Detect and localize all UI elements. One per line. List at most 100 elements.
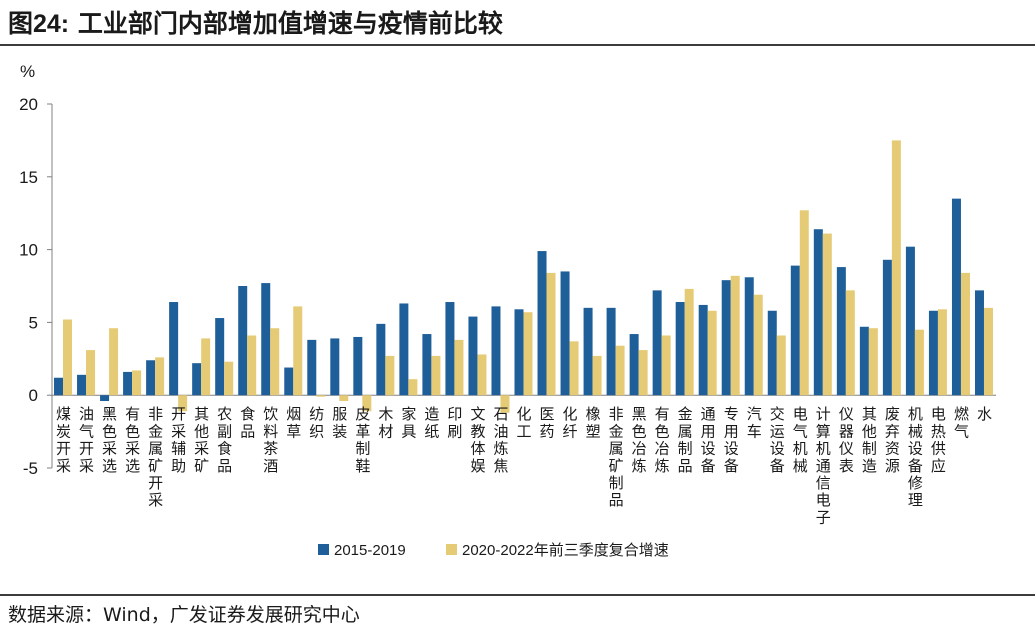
category-label: 通用设备 bbox=[701, 405, 716, 475]
figure-title: 图24: 工业部门内部增加值增速与疫情前比较 bbox=[8, 6, 503, 42]
bar-2020-2022 bbox=[132, 370, 142, 396]
category-label: 农副食品 bbox=[217, 405, 232, 475]
bar-2020-2022 bbox=[937, 309, 947, 396]
category-label: 皮革制鞋 bbox=[355, 405, 370, 475]
category-label: 家具 bbox=[401, 405, 416, 440]
bar-2015-2019 bbox=[123, 371, 133, 396]
category-label: 电热供应 bbox=[931, 405, 946, 475]
bar-2020-2022 bbox=[684, 288, 694, 396]
bar-2020-2022 bbox=[454, 339, 464, 396]
bar-2020-2022 bbox=[822, 233, 832, 396]
category-label: 其他采矿 bbox=[194, 405, 209, 475]
category-label: 计算机通信电子 bbox=[816, 405, 831, 526]
category-label: 化工 bbox=[516, 405, 531, 440]
bar-2015-2019 bbox=[560, 271, 570, 396]
bar-2020-2022 bbox=[799, 210, 809, 396]
category-label: 纺织 bbox=[309, 405, 324, 440]
bar-2015-2019 bbox=[491, 306, 501, 396]
bar-2015-2019 bbox=[261, 283, 271, 396]
category-label: 文教体娱 bbox=[470, 405, 485, 475]
bar-2015-2019 bbox=[330, 338, 340, 396]
bar-2015-2019 bbox=[974, 290, 984, 396]
source-divider bbox=[0, 594, 1035, 596]
category-label: 废弃资源 bbox=[885, 405, 900, 475]
bar-2020-2022 bbox=[730, 275, 740, 396]
bar-2020-2022 bbox=[638, 350, 648, 396]
bar-2020-2022 bbox=[592, 355, 602, 396]
bar-2020-2022 bbox=[707, 310, 717, 396]
bar-2015-2019 bbox=[77, 374, 87, 396]
bar-2015-2019 bbox=[54, 377, 64, 396]
y-tick-label: 20 bbox=[19, 95, 38, 114]
bar-2015-2019 bbox=[652, 290, 662, 396]
category-label: 非金属矿开采 bbox=[148, 405, 163, 509]
bar-2020-2022 bbox=[615, 345, 625, 396]
category-label: 黑色采选 bbox=[102, 405, 117, 475]
category-label: 水 bbox=[977, 405, 992, 423]
bar-2015-2019 bbox=[307, 339, 317, 396]
legend-swatch bbox=[446, 544, 457, 555]
bar-2020-2022 bbox=[362, 395, 372, 412]
bar-2015-2019 bbox=[813, 229, 823, 396]
category-label: 汽车 bbox=[747, 405, 762, 440]
category-label: 橡塑 bbox=[586, 405, 601, 440]
bar-2020-2022 bbox=[546, 272, 556, 396]
category-label: 开采辅助 bbox=[171, 405, 186, 475]
category-label: 交运设备 bbox=[770, 405, 785, 475]
figure-title-text: 工业部门内部增加值增速与疫情前比较 bbox=[77, 9, 503, 38]
category-label: 饮料茶酒 bbox=[263, 405, 278, 475]
bar-2015-2019 bbox=[951, 198, 961, 396]
bar-2015-2019 bbox=[376, 323, 386, 396]
category-label: 有色采选 bbox=[125, 405, 140, 475]
bar-2015-2019 bbox=[146, 360, 156, 396]
bar-2015-2019 bbox=[353, 336, 363, 396]
category-label: 有色冶炼 bbox=[655, 405, 670, 475]
bar-2015-2019 bbox=[928, 310, 938, 396]
bar-2015-2019 bbox=[882, 259, 892, 396]
category-label: 非金属矿制品 bbox=[609, 405, 624, 509]
bar-2015-2019 bbox=[215, 318, 225, 396]
y-tick-label: 10 bbox=[19, 241, 38, 260]
bar-2020-2022 bbox=[523, 312, 533, 396]
source-note: 数据来源：Wind，广发证券发展研究中心 bbox=[8, 604, 360, 626]
chart-bars bbox=[54, 140, 993, 413]
bar-2015-2019 bbox=[629, 334, 639, 396]
bar-2015-2019 bbox=[859, 326, 869, 396]
category-label: 印刷 bbox=[447, 405, 462, 440]
bar-2020-2022 bbox=[500, 395, 510, 413]
category-label: 仪器仪表 bbox=[839, 405, 854, 475]
bar-2020-2022 bbox=[385, 355, 395, 396]
bar-2015-2019 bbox=[192, 363, 202, 396]
bar-2015-2019 bbox=[169, 302, 179, 396]
bar-2015-2019 bbox=[468, 316, 478, 396]
category-label: 服装 bbox=[332, 405, 347, 440]
title-divider bbox=[0, 44, 1035, 46]
category-label: 其他制造 bbox=[862, 405, 877, 475]
legend-label: 2015-2019 bbox=[334, 542, 406, 559]
bar-2020-2022 bbox=[178, 395, 188, 412]
y-tick-label: -5 bbox=[23, 459, 38, 478]
category-label: 金属制品 bbox=[678, 405, 693, 475]
bar-2020-2022 bbox=[247, 335, 257, 396]
bar-2015-2019 bbox=[905, 246, 915, 396]
legend-label: 2020-2022年前三季度复合增速 bbox=[462, 541, 669, 559]
bar-2020-2022 bbox=[270, 328, 280, 396]
bar-2015-2019 bbox=[790, 265, 800, 396]
category-label: 化纤 bbox=[563, 405, 578, 440]
y-tick-label: 15 bbox=[19, 168, 38, 187]
bar-2020-2022 bbox=[316, 395, 326, 397]
bar-2020-2022 bbox=[868, 328, 878, 396]
bar-2020-2022 bbox=[960, 272, 970, 396]
bar-2015-2019 bbox=[238, 286, 248, 396]
legend-swatch bbox=[318, 544, 329, 555]
bar-2015-2019 bbox=[744, 277, 754, 396]
category-label: 电气机械 bbox=[793, 405, 808, 475]
bar-2015-2019 bbox=[675, 302, 685, 396]
bar-2015-2019 bbox=[422, 334, 432, 396]
bar-2020-2022 bbox=[408, 379, 418, 396]
category-label: 机械设备修理 bbox=[908, 405, 923, 509]
figure-label: 图24: bbox=[8, 10, 70, 38]
bar-2020-2022 bbox=[891, 140, 901, 396]
bar-2015-2019 bbox=[721, 280, 731, 396]
